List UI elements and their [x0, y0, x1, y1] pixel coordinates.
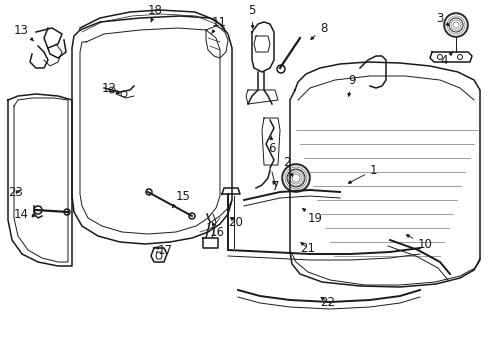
Text: 12: 12	[102, 81, 120, 94]
Text: 9: 9	[347, 73, 355, 96]
Text: 4: 4	[439, 53, 451, 67]
Text: 20: 20	[227, 216, 243, 229]
Text: 8: 8	[310, 22, 326, 40]
Text: 11: 11	[211, 15, 226, 33]
Text: 3: 3	[435, 12, 448, 26]
Text: 21: 21	[299, 242, 314, 255]
Text: 14: 14	[14, 208, 35, 221]
Text: 22: 22	[319, 296, 334, 309]
Text: 23: 23	[8, 185, 23, 198]
Text: 15: 15	[172, 189, 190, 207]
Text: 16: 16	[209, 222, 224, 238]
Text: 5: 5	[247, 4, 255, 28]
Text: 17: 17	[155, 243, 173, 256]
Text: 6: 6	[267, 136, 275, 154]
Text: 10: 10	[406, 235, 432, 252]
Text: 19: 19	[302, 208, 323, 225]
Text: 2: 2	[283, 156, 292, 176]
Text: 18: 18	[148, 4, 163, 22]
Text: 1: 1	[347, 163, 377, 183]
Text: 7: 7	[271, 180, 279, 193]
Text: 13: 13	[14, 23, 34, 41]
